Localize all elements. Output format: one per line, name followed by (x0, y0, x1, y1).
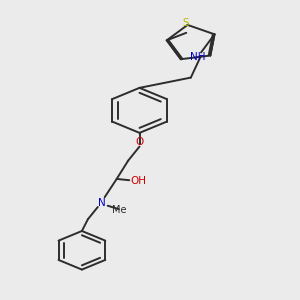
Text: Me: Me (112, 205, 126, 214)
Text: N: N (98, 198, 106, 208)
Text: O: O (135, 137, 144, 147)
Text: NH: NH (190, 52, 205, 62)
Text: S: S (183, 18, 189, 28)
Text: OH: OH (130, 176, 146, 186)
